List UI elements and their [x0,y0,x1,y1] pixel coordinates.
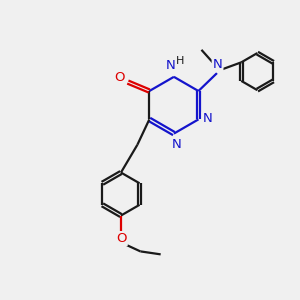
Text: H: H [176,56,184,66]
Text: N: N [213,58,222,71]
Text: N: N [165,59,175,72]
Text: N: N [202,112,212,125]
Text: N: N [171,137,181,151]
Text: O: O [114,71,125,84]
Text: O: O [116,232,127,245]
